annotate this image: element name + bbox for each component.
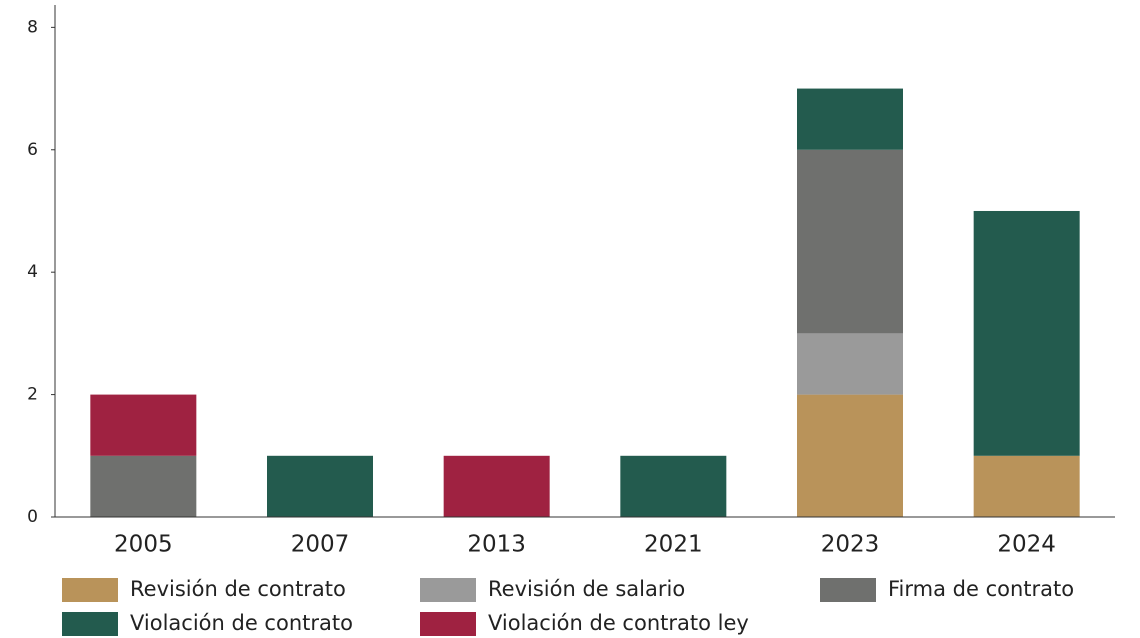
legend-swatch [420, 612, 476, 636]
bar-segment [973, 455, 1080, 517]
bar-segment [797, 333, 903, 395]
legend-label: Violación de contrato ley [488, 611, 749, 635]
x-tick-label: 2024 [997, 532, 1056, 558]
bar-segment [797, 149, 903, 334]
legend-label: Revisión de salario [488, 577, 685, 601]
bar-segment [797, 394, 903, 517]
legend-swatch [62, 578, 118, 602]
x-tick-label: 2005 [114, 532, 173, 558]
bar-segment [797, 88, 903, 150]
legend-swatch [820, 578, 876, 602]
bar-segment [973, 210, 1080, 456]
y-tick-label: 0 [27, 507, 38, 527]
y-tick-label: 8 [27, 17, 38, 37]
y-tick-label: 4 [27, 262, 38, 282]
bar-segment [90, 394, 197, 456]
bar-segment [90, 455, 197, 517]
bar-segment [267, 455, 373, 517]
legend-label: Violación de contrato [130, 611, 353, 635]
x-tick-label: 2021 [644, 532, 703, 558]
x-tick-label: 2013 [467, 532, 526, 558]
x-tick-label: 2023 [821, 532, 880, 558]
legend-swatch [420, 578, 476, 602]
legend-label: Revisión de contrato [130, 577, 346, 601]
bar-segment [443, 455, 550, 517]
legend-swatch [62, 612, 118, 636]
bar-segment [620, 455, 727, 517]
x-tick-label: 2007 [291, 532, 350, 558]
y-tick-label: 2 [27, 385, 38, 405]
legend-label: Firma de contrato [888, 577, 1074, 601]
y-tick-label: 6 [27, 140, 38, 160]
